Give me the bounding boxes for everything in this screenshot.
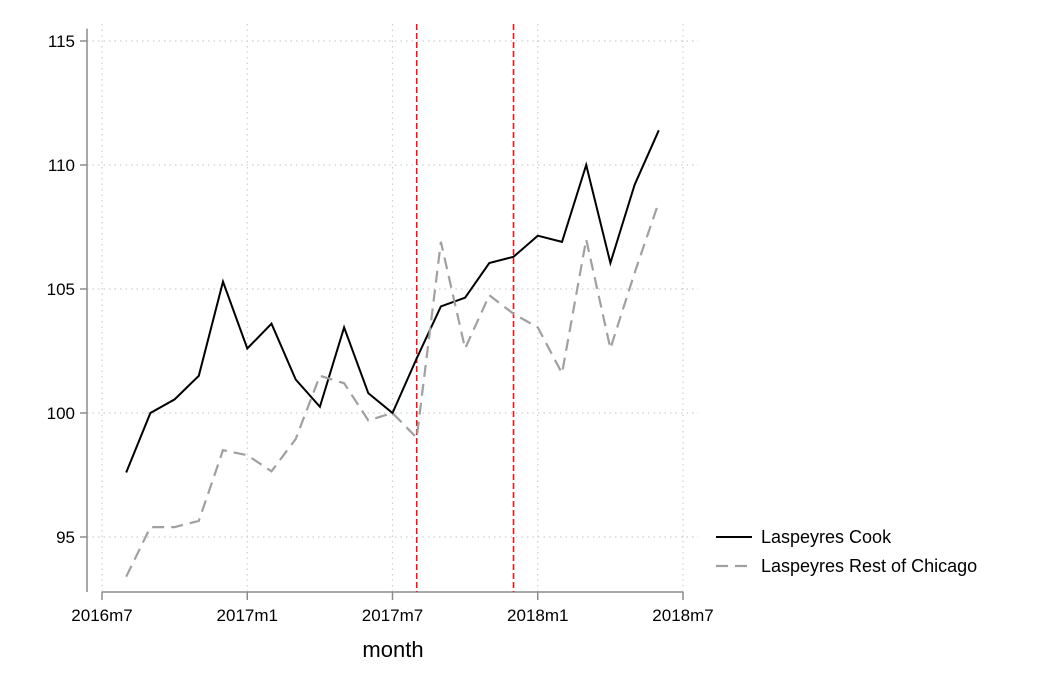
y-tick-label: 95 [56,528,75,547]
y-tick-label: 110 [48,156,75,175]
series-line-laspeyres-cook [125,129,660,473]
x-tick-label: 2018m1 [507,606,568,625]
series-line-laspeyres-rest-of-chicago [125,201,660,578]
x-tick-label: 2017m1 [217,606,278,625]
legend-label: Laspeyres Rest of Chicago [761,556,977,576]
axes [80,28,684,600]
x-axis-title: month [362,637,423,662]
legend-label: Laspeyres Cook [761,527,892,547]
grid-lines [87,24,698,592]
y-tick-label: 115 [48,32,75,51]
x-tick-label: 2016m7 [71,606,132,625]
y-tick-label: 105 [47,280,75,299]
x-tick-label: 2017m7 [362,606,423,625]
legend: Laspeyres Cook Laspeyres Rest of Chicago [716,527,977,576]
series-lines [125,129,660,578]
y-tick-label: 100 [47,404,75,423]
x-tick-label: 2018m7 [652,606,713,625]
tick-labels: 95 100 105 110 115 2016m7 2017m1 2017m7 2018m1 20… [47,32,714,625]
vertical-reference-lines [415,24,515,592]
